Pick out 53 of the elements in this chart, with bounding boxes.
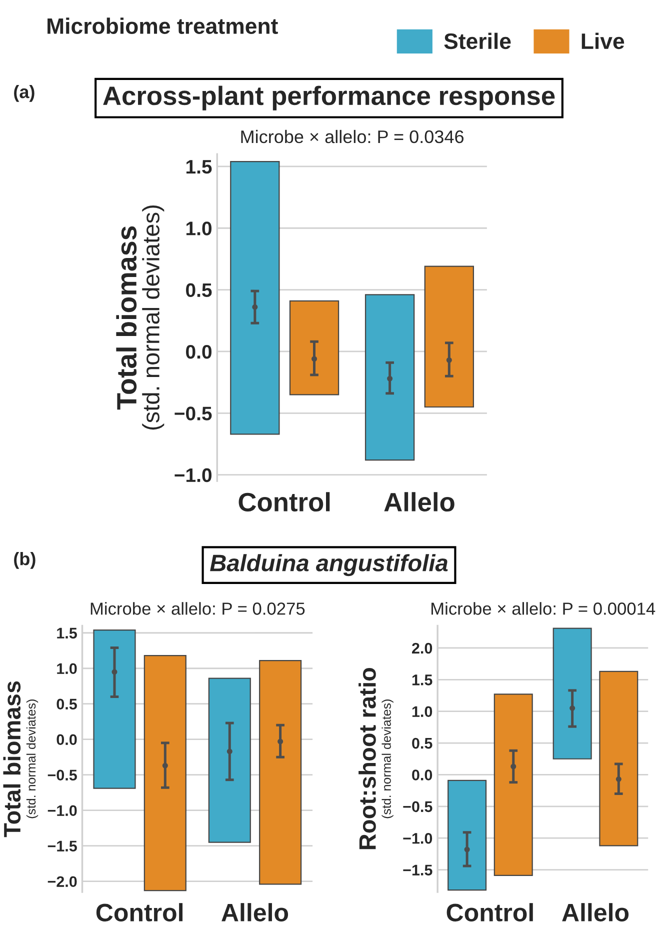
- y-tick-label: −2.0: [48, 876, 77, 888]
- y-tick-label: −0.5: [174, 406, 212, 420]
- x-tick-label: Allelo: [384, 492, 454, 512]
- bar: [208, 678, 251, 843]
- text: (a): [14, 84, 34, 102]
- y-tick-label: 1.0: [412, 706, 432, 718]
- y-tick-label: −0.5: [403, 801, 432, 812]
- bar: [289, 300, 340, 396]
- bar: [448, 780, 487, 891]
- y-tick-label: −1.0: [174, 468, 212, 482]
- y-tick-label: 1.0: [186, 222, 212, 236]
- x-tick-label: Allelo: [222, 903, 288, 922]
- y-tick-label: 0.5: [186, 283, 212, 298]
- chart-subtitle: Microbe × allelo: P = 0.0346: [241, 130, 464, 144]
- legend-label: Sterile: [444, 32, 511, 50]
- y-tick-label: −1.0: [403, 832, 432, 844]
- y-tick-label: 0.0: [186, 344, 212, 359]
- y-tick-label: 1.5: [412, 674, 432, 686]
- x-tick-label: Control: [238, 492, 330, 512]
- y-tick-label: 1.5: [186, 160, 212, 174]
- y-axis-title: Total biomass (std. normal deviates): [3, 681, 38, 838]
- x-tick-label: Control: [96, 903, 182, 922]
- text: (b): [14, 552, 36, 569]
- bar: [144, 655, 186, 892]
- bar: [259, 660, 302, 885]
- y-tick-label: 1.5: [57, 628, 77, 639]
- y-tick-label: 0.0: [412, 770, 432, 780]
- bar: [364, 294, 415, 461]
- bar: [494, 694, 533, 876]
- y-tick-label: −1.5: [403, 864, 432, 876]
- bar: [599, 670, 638, 846]
- bar: [552, 628, 592, 760]
- y-tick-label: −0.5: [48, 770, 77, 781]
- y-tick-label: 0.5: [412, 738, 432, 749]
- y-axis-title: Total biomass (std. normal deviates): [116, 206, 164, 430]
- bar: [93, 629, 136, 789]
- chart-title: Balduina angustifolia: [210, 554, 448, 576]
- legend-label: Live: [582, 32, 624, 50]
- chart-subtitle: Microbe × allelo: P = 0.0275: [90, 602, 305, 615]
- x-tick-label: Allelo: [562, 903, 629, 922]
- legend-title: Microbiome treatment: [48, 18, 278, 34]
- y-tick-label: −1.0: [48, 805, 77, 816]
- y-axis-title: Root:shoot ratio (std. normal deviates): [358, 668, 394, 850]
- y-tick-label: −1.5: [48, 840, 77, 852]
- chart-title: Across-plant performance response: [103, 86, 555, 110]
- y-tick-label: 1.0: [57, 663, 77, 674]
- bar: [424, 266, 474, 408]
- x-tick-label: Control: [446, 903, 533, 922]
- bar: [230, 160, 280, 435]
- y-tick-label: 2.0: [412, 642, 432, 654]
- chart-subtitle: Microbe × allelo: P = 0.00014: [432, 602, 656, 615]
- y-tick-label: 0.0: [56, 734, 77, 746]
- y-tick-label: 0.5: [56, 698, 77, 710]
